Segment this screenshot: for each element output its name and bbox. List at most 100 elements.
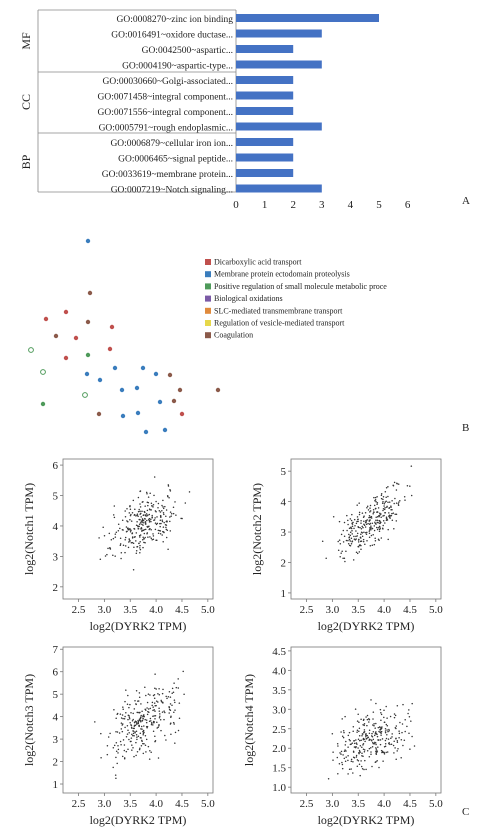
x-tick-label: 1 xyxy=(262,199,268,211)
scatter-point xyxy=(112,746,115,749)
scatter-point xyxy=(368,515,371,517)
scatter-point xyxy=(321,540,324,542)
scatter-point xyxy=(380,516,382,519)
scatter-point xyxy=(142,536,144,539)
scatter-point xyxy=(372,512,374,515)
scatter-point xyxy=(154,673,156,675)
scatter-point xyxy=(174,742,176,744)
scatter-point xyxy=(120,728,123,730)
scatter-plot-1: 2.5 3.0 3.5 4.0 4.5 5.0 2 3 4 5 6 log2(DYRK2 TPM) lo… xyxy=(22,458,215,633)
scatter-point xyxy=(387,495,389,498)
scatter-point xyxy=(382,507,385,510)
y-tick-label: 1.0 xyxy=(272,782,286,794)
scatter-point xyxy=(358,511,361,514)
scatter-point xyxy=(384,522,386,524)
scatter-point xyxy=(152,506,154,508)
scatter-point xyxy=(395,758,397,761)
scatter-point xyxy=(171,687,174,690)
scatter-point xyxy=(393,752,395,754)
scatter-point xyxy=(393,527,395,530)
network-node xyxy=(63,355,69,361)
scatter-point xyxy=(146,519,148,522)
scatter-point xyxy=(113,709,115,711)
scatter-point xyxy=(130,740,132,743)
scatter-point xyxy=(139,519,141,521)
scatter-point xyxy=(138,523,141,525)
x-tick-label: 3.0 xyxy=(98,604,112,616)
scatter-point xyxy=(364,740,366,743)
scatter-point xyxy=(360,520,362,522)
scatter-point xyxy=(138,725,140,728)
panel-label-a: A xyxy=(462,195,470,207)
scatter-point xyxy=(361,512,364,514)
network-node xyxy=(85,319,91,325)
scatter-point xyxy=(171,704,173,707)
scatter-point xyxy=(376,495,378,498)
scatter-point xyxy=(141,518,144,520)
scatter-point xyxy=(363,724,365,727)
network-node xyxy=(85,352,91,358)
scatter-point xyxy=(169,488,171,491)
scatter-point xyxy=(154,522,157,524)
scatter-point xyxy=(358,735,361,737)
scatter-point xyxy=(129,508,132,511)
scatter-point xyxy=(386,725,389,727)
scatter-point xyxy=(136,723,138,725)
scatter-point xyxy=(362,744,364,746)
scatter-point xyxy=(144,522,147,524)
scatter-point xyxy=(158,509,161,512)
scatter-point xyxy=(120,552,123,554)
scatter-point xyxy=(142,717,144,720)
scatter-point xyxy=(130,712,132,714)
scatter-point xyxy=(124,536,127,539)
network-node xyxy=(157,399,163,405)
scatter-point xyxy=(353,527,355,530)
scatter-point xyxy=(385,519,388,522)
scatter-point xyxy=(407,712,409,715)
network-node xyxy=(97,377,103,383)
scatter-point xyxy=(393,740,395,742)
legend-label: Regulation of vesicle-mediated transport xyxy=(214,319,345,328)
scatter-point xyxy=(341,735,344,737)
scatter-point xyxy=(158,716,161,719)
scatter-point xyxy=(143,715,145,718)
scatter-point xyxy=(125,736,128,738)
scatter-point xyxy=(139,548,142,551)
scatter-point xyxy=(120,717,123,719)
scatter-point xyxy=(139,737,142,739)
scatter-point xyxy=(135,540,137,542)
scatter-point xyxy=(129,519,131,521)
scatter-point xyxy=(366,750,369,752)
network-node xyxy=(143,429,149,435)
scatter-point xyxy=(159,522,161,525)
scatter-point xyxy=(169,516,171,518)
scatter-point xyxy=(340,750,343,753)
scatter-point xyxy=(362,723,364,726)
scatter-point xyxy=(379,708,382,711)
scatter-point xyxy=(128,538,131,541)
scatter-point xyxy=(135,549,138,552)
scatter-point xyxy=(375,750,377,752)
scatter-point xyxy=(133,546,135,548)
scatter-point xyxy=(360,527,363,530)
scatter-point xyxy=(119,713,122,715)
scatter-point xyxy=(127,694,129,697)
scatter-point xyxy=(158,529,161,532)
scatter-point xyxy=(384,742,387,745)
scatter-point xyxy=(135,741,137,744)
scatter-point xyxy=(169,696,172,698)
scatter-point xyxy=(177,678,179,680)
scatter-point xyxy=(136,521,138,523)
x-tick-label: 4 xyxy=(348,199,354,211)
scatter-point xyxy=(365,732,367,735)
scatter-point xyxy=(132,732,135,735)
network-node xyxy=(96,411,102,417)
scatter-point xyxy=(159,715,161,718)
scatter-point xyxy=(119,537,122,539)
x-tick-label: 6 xyxy=(405,199,411,211)
scatter-point xyxy=(118,732,121,734)
scatter-point xyxy=(400,756,402,759)
scatter-point xyxy=(372,509,375,511)
scatter-point xyxy=(381,751,383,754)
scatter-point xyxy=(343,521,346,524)
